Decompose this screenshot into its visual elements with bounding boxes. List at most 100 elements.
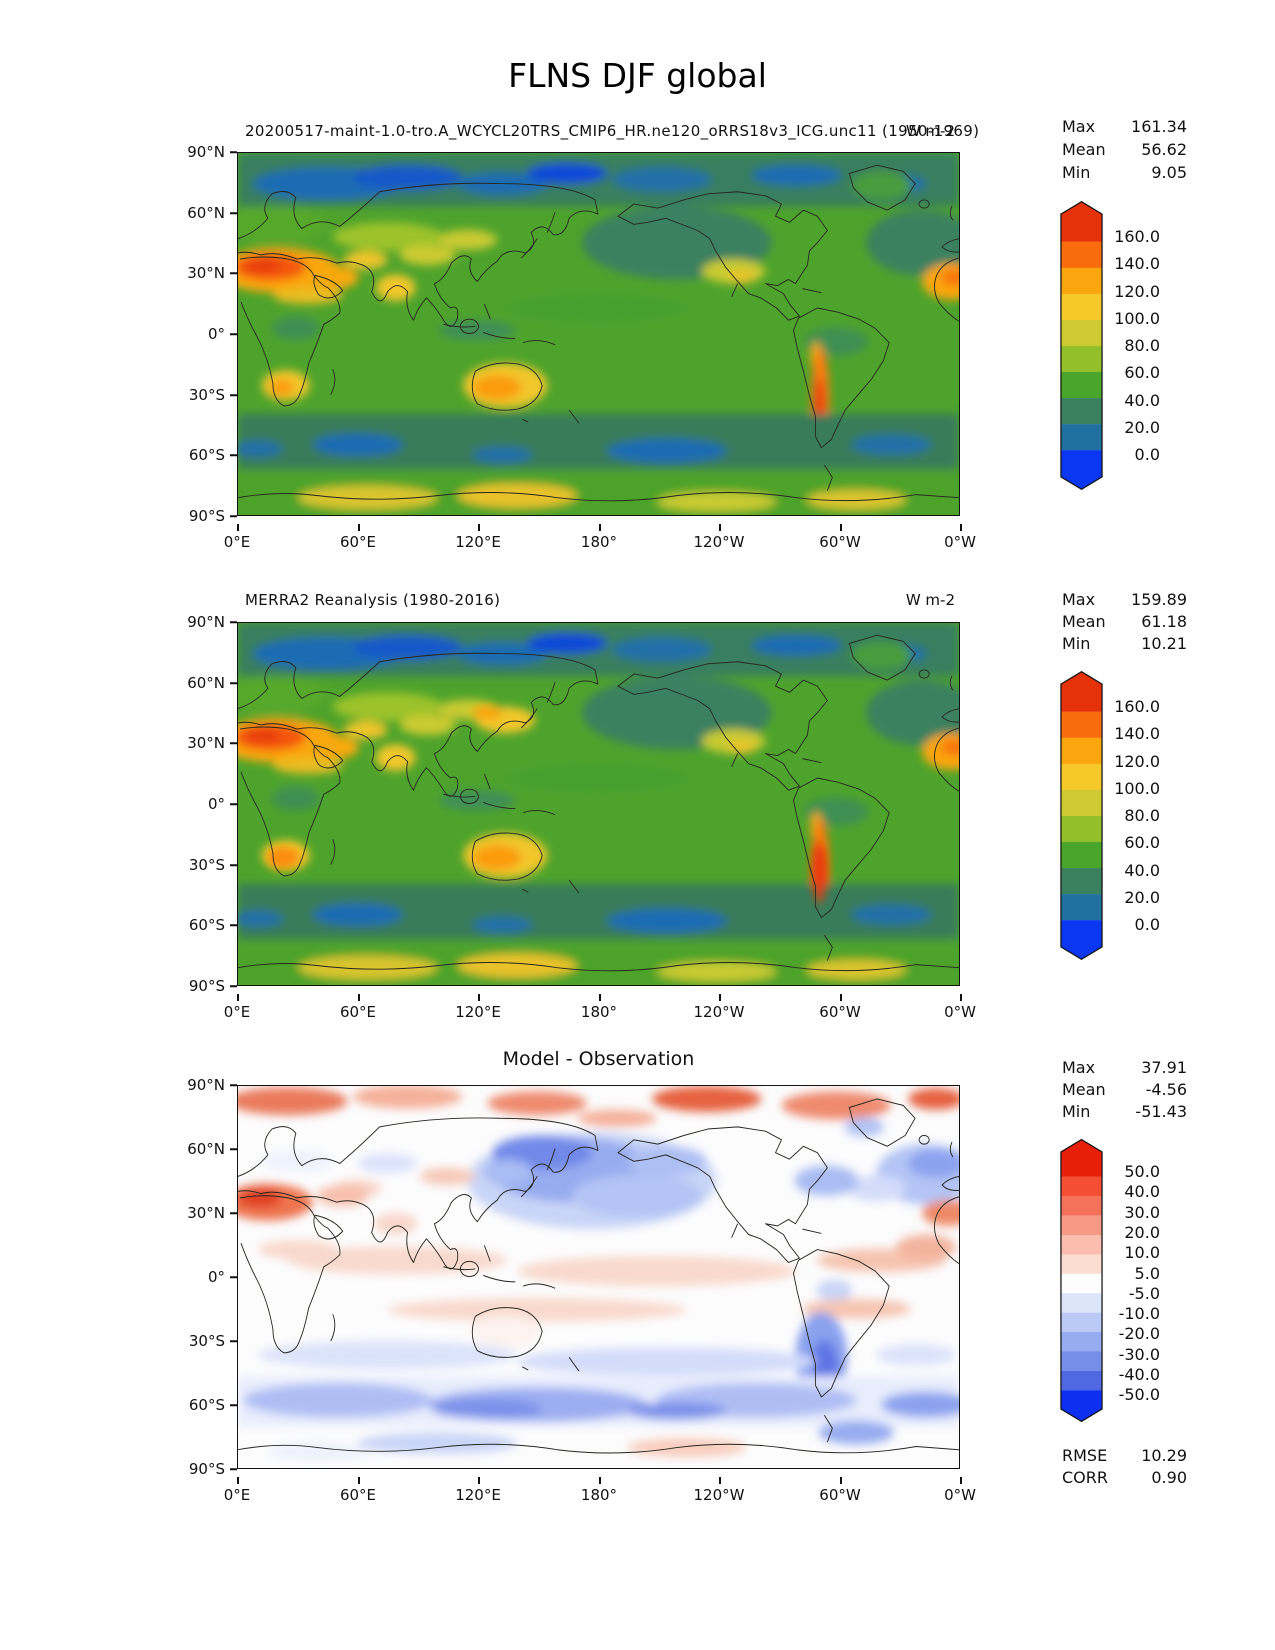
panel2-ytick: 60°N (158, 673, 237, 693)
stat-label: RMSE (1062, 1446, 1108, 1465)
panel2-ytick: 30°N (158, 733, 237, 753)
panel2-cbtick: 40.0 (1124, 861, 1160, 880)
panel1-xtick: 0°W (915, 524, 1005, 551)
panel3-cbtick: 40.0 (1124, 1182, 1160, 1201)
model-map (237, 152, 960, 516)
panel2-cbtick: 20.0 (1124, 888, 1160, 907)
panel1-stat-min: Min 9.05 (1062, 163, 1187, 183)
panel2-stat-max: Max 159.89 (1062, 590, 1187, 610)
panel3-ytick: 30°N (158, 1203, 237, 1223)
panel3-cbtick: -20.0 (1118, 1324, 1160, 1343)
stat-value: 161.34 (1131, 117, 1187, 136)
panel3-cbtick: -40.0 (1118, 1365, 1160, 1384)
stat-value: 10.29 (1141, 1446, 1187, 1465)
panel3-cbtick: 30.0 (1124, 1203, 1160, 1222)
panel3-stat-min: Min -51.43 (1062, 1102, 1187, 1122)
panel2-cbtick: 160.0 (1114, 697, 1160, 716)
panel1-ytick: 90°S (158, 506, 237, 526)
panel2-cbtick: 80.0 (1124, 806, 1160, 825)
panel1-units-label: W m-2 (905, 122, 955, 140)
panel3-xtick: 0°W (915, 1477, 1005, 1504)
panel3-ytick: 30°S (158, 1331, 237, 1351)
panel1-cbtick: 20.0 (1124, 418, 1160, 437)
panel1-stat-max: Max 161.34 (1062, 117, 1187, 137)
panel1-xtick: 180° (554, 524, 644, 551)
panel1-cbtick: 100.0 (1114, 309, 1160, 328)
panel1-cbtick: 140.0 (1114, 254, 1160, 273)
panel1-ytick: 30°N (158, 263, 237, 283)
panel2-cbtick: 140.0 (1114, 724, 1160, 743)
panel1-xtick: 0°E (192, 524, 282, 551)
panel3-xtick: 0°E (192, 1477, 282, 1504)
panel3-ytick: 90°S (158, 1459, 237, 1479)
panel3-corr: CORR 0.90 (1062, 1468, 1187, 1488)
panel3-xtick: 60°W (795, 1477, 885, 1504)
panel1-ytick: 0° (158, 324, 237, 344)
panel2-xtick: 0°E (192, 994, 282, 1021)
stat-label: Mean (1062, 612, 1106, 631)
panel2-ytick: 30°S (158, 855, 237, 875)
panel2-stat-min: Min 10.21 (1062, 634, 1187, 654)
panel3-rmse: RMSE 10.29 (1062, 1446, 1187, 1466)
panel2-cbtick: 0.0 (1134, 915, 1160, 934)
panel2-xtick: 120°W (674, 994, 764, 1021)
stat-value: 0.90 (1151, 1468, 1187, 1487)
stat-value: 9.05 (1151, 163, 1187, 182)
panel1-cbtick: 80.0 (1124, 336, 1160, 355)
panel2-cbtick: 120.0 (1114, 752, 1160, 771)
panel2-xtick: 60°E (313, 994, 403, 1021)
panel2-cbtick: 100.0 (1114, 779, 1160, 798)
figure-title: FLNS DJF global (508, 56, 767, 95)
panel3-stat-mean: Mean -4.56 (1062, 1080, 1187, 1100)
panel3-cbtick: -10.0 (1118, 1304, 1160, 1323)
panel1-ytick: 60°N (158, 203, 237, 223)
panel2-ytick: 60°S (158, 915, 237, 935)
stat-label: CORR (1062, 1468, 1108, 1487)
panel3-xtick: 120°W (674, 1477, 764, 1504)
panel1-stat-mean: Mean 56.62 (1062, 140, 1187, 160)
panel1-ytick: 30°S (158, 385, 237, 405)
panel1-cbtick: 60.0 (1124, 363, 1160, 382)
panel2-cbtick: 60.0 (1124, 833, 1160, 852)
panel2-units-label: W m-2 (905, 591, 955, 609)
panel1-cbtick: 40.0 (1124, 391, 1160, 410)
panel2-ytick: 0° (158, 794, 237, 814)
panel2-xtick: 180° (554, 994, 644, 1021)
panel3-title: Model - Observation (502, 1048, 695, 1070)
panel3-stat-max: Max 37.91 (1062, 1058, 1187, 1078)
stat-label: Max (1062, 590, 1096, 609)
stat-label: Max (1062, 1058, 1096, 1077)
panel3-xtick: 180° (554, 1477, 644, 1504)
panel3-cbtick: 10.0 (1124, 1243, 1160, 1262)
stat-label: Mean (1062, 140, 1106, 159)
panel2-stat-mean: Mean 61.18 (1062, 612, 1187, 632)
panel3-ytick: 60°S (158, 1395, 237, 1415)
reanalysis-map (237, 622, 960, 986)
stat-label: Max (1062, 117, 1096, 136)
stat-label: Min (1062, 1102, 1091, 1121)
panel2-ytick: 90°N (158, 612, 237, 632)
panel1-cbtick: 120.0 (1114, 282, 1160, 301)
panel1-title: 20200517-maint-1.0-tro.A_WCYCL20TRS_CMIP… (245, 122, 980, 140)
panel3-cbtick: -5.0 (1128, 1284, 1160, 1303)
panel2-title: MERRA2 Reanalysis (1980-2016) (245, 591, 501, 609)
panel3-ytick: 90°N (158, 1075, 237, 1095)
panel1-cbtick: 0.0 (1134, 445, 1160, 464)
panel2-xtick: 120°E (433, 994, 523, 1021)
panel3-cbtick: -30.0 (1118, 1345, 1160, 1364)
panel2-xtick: 60°W (795, 994, 885, 1021)
panel3-ytick: 60°N (158, 1139, 237, 1159)
panel3-xtick: 60°E (313, 1477, 403, 1504)
panel1-cbtick: 160.0 (1114, 227, 1160, 246)
panel1-xtick: 60°E (313, 524, 403, 551)
stat-label: Min (1062, 163, 1091, 182)
stat-value: 61.18 (1141, 612, 1187, 631)
panel1-xtick: 120°E (433, 524, 523, 551)
stat-value: -51.43 (1135, 1102, 1187, 1121)
panel1-ytick: 60°S (158, 445, 237, 465)
panel1-xtick: 120°W (674, 524, 764, 551)
panel1-ytick: 90°N (158, 142, 237, 162)
panel3-cbtick: 50.0 (1124, 1162, 1160, 1181)
stat-value: 56.62 (1141, 140, 1187, 159)
